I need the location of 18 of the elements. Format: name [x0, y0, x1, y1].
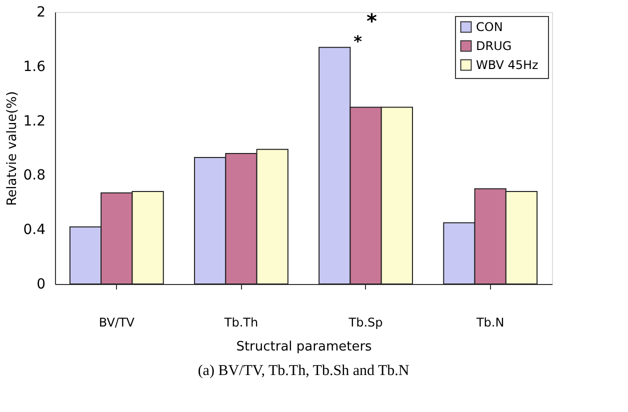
x-tick-label: Tb.Sp	[348, 316, 383, 330]
x-tick-label: Tb.N	[475, 316, 504, 330]
legend-label: DRUG	[476, 39, 512, 53]
x-tick-label: BV/TV	[98, 316, 136, 330]
annotation: *	[366, 9, 378, 33]
y-tick-label: 0.8	[23, 168, 46, 184]
y-tick-label: 2	[36, 4, 46, 20]
annotation: *	[354, 32, 363, 51]
legend-label: CON	[476, 20, 503, 34]
y-tick-label: 1.2	[23, 113, 46, 130]
y-tick-label: 1.6	[23, 58, 46, 75]
x-axis-title: Structral parameters	[236, 340, 372, 354]
legend-label: WBV 45Hz	[476, 58, 538, 72]
x-tick-label: Tb.Th	[223, 316, 258, 330]
y-axis-title: Relatvie value(%)	[5, 91, 20, 206]
y-tick-label: 0	[36, 276, 46, 292]
y-tick-label: 0.4	[23, 222, 46, 238]
text: (a) BV/TV, Tb.Th, Tb.Sh and Tb.N	[198, 363, 410, 379]
